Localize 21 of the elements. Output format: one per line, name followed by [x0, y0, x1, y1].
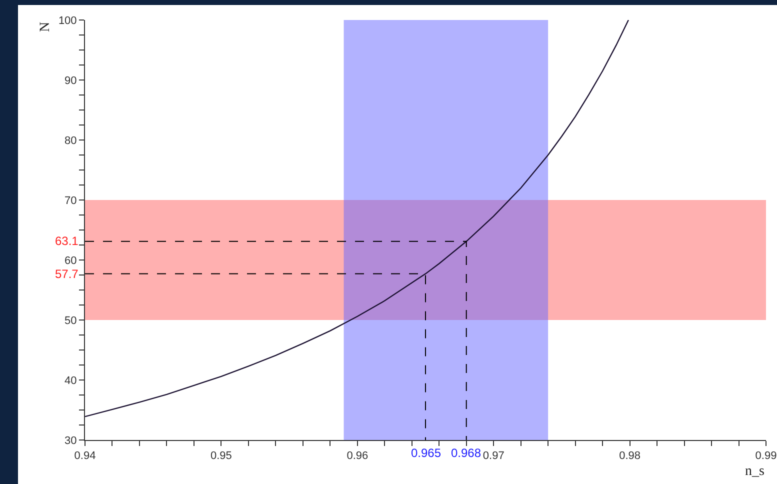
x-tick-label: 0.97	[482, 450, 504, 462]
y-tick-label: 30	[64, 434, 77, 447]
annotation: 0.968	[451, 446, 482, 460]
annotation: 0.965	[411, 446, 442, 460]
line-series	[85, 20, 630, 418]
y-tick-label: 50	[64, 314, 77, 327]
y-tick-label: 60	[64, 254, 77, 267]
y-tick-label: 70	[64, 194, 77, 207]
y-tick-label: 90	[64, 74, 77, 87]
x-axis-title: n_s	[745, 464, 764, 479]
y-tick-label: 40	[64, 374, 77, 387]
x-tick-label: 0.99	[755, 450, 777, 462]
y-tick-label: 80	[64, 134, 77, 147]
x-tick-label: 0.96	[346, 450, 368, 462]
annotation: 57.7	[55, 267, 79, 281]
x-tick-label: 0.94	[74, 450, 96, 462]
y-tick-label: 100	[58, 14, 77, 27]
x-tick-label: 0.95	[210, 450, 232, 462]
x-tick-label: 0.98	[619, 450, 641, 462]
y-axis-title: N	[38, 22, 53, 32]
annotation: 63.1	[55, 234, 79, 248]
